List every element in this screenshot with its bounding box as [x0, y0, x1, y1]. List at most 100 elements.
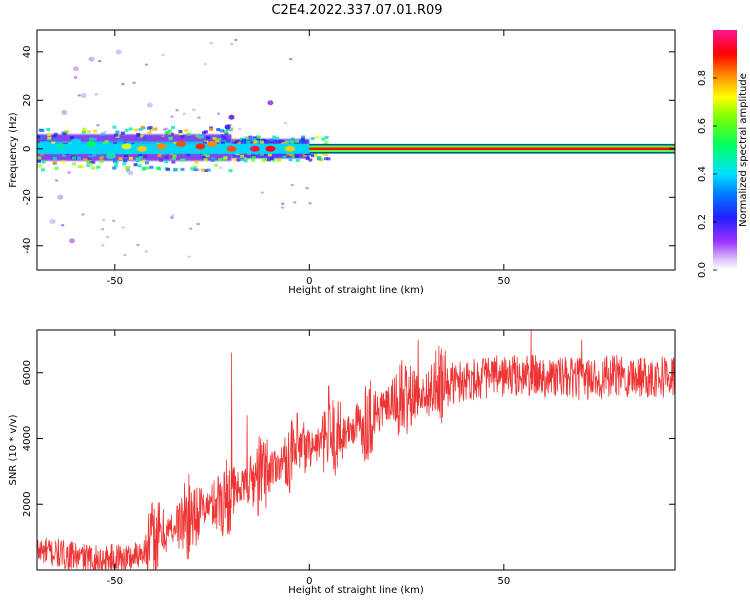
spectrogram-cell [175, 109, 179, 112]
spectrogram-cell [157, 154, 162, 158]
spectrogram-cell [315, 135, 320, 139]
spectrogram-cell [240, 139, 245, 143]
spectrogram-cell [308, 158, 313, 162]
spectrogram-cell [64, 131, 69, 135]
x-tick-label: -50 [107, 276, 123, 287]
x-tick-label: 0 [306, 576, 312, 587]
spectrogram-cell [229, 127, 234, 131]
spectrogram-cell [203, 158, 208, 162]
spectrogram-cell [67, 171, 71, 174]
colorbar-tick-label: 0.6 [697, 118, 708, 134]
spectrogram-cell [159, 158, 164, 162]
spectrogram-cell [216, 128, 221, 132]
spectrogram-cell [301, 141, 306, 145]
spectrogram-blob [69, 238, 76, 244]
spectrogram-cell [124, 128, 129, 132]
spectrogram-cell [135, 157, 140, 161]
spectrogram-cell [317, 155, 322, 159]
spectrogram-cell [215, 139, 220, 143]
spectrogram-cell [164, 131, 169, 135]
spectrogram-cell [310, 136, 315, 140]
spectrogram-cell [121, 226, 125, 229]
spectrogram-blob [207, 140, 218, 147]
spectrogram-cell [310, 152, 315, 156]
spectrogram-cell [223, 156, 228, 160]
spectrogram-cell [266, 158, 271, 162]
spectrogram-cell [37, 156, 42, 160]
spectrogram-y-ticks: -40 -20 0 20 40 [22, 45, 675, 254]
spectrogram-blob [86, 140, 97, 147]
spectrogram-cell [63, 141, 67, 144]
spectrogram-cell [234, 140, 239, 144]
spectrogram-cell [252, 142, 257, 146]
spectrogram-cell [132, 81, 136, 84]
spectrogram-cell [253, 140, 258, 144]
spectrogram-cell [102, 219, 106, 222]
spectrogram-cell [221, 141, 226, 145]
snr-y-label: SNR (10 * v/v) [8, 414, 19, 485]
spectrogram-cell [54, 166, 59, 170]
spectrogram-cell [161, 53, 165, 56]
colorbar-gradient [713, 30, 737, 270]
y-tick-label: -40 [22, 238, 33, 254]
spectrogram-cell [129, 156, 134, 160]
spectrogram-cell [123, 141, 128, 145]
spectrogram-cell [145, 166, 150, 170]
spectrogram-cell [61, 224, 65, 227]
spectrogram-cell [115, 130, 120, 134]
spectrogram-cell [170, 216, 174, 219]
spectrogram-cell [290, 141, 295, 145]
spectrogram-cell [209, 126, 214, 130]
spectrogram-cell [310, 154, 315, 158]
spectrogram-blob [195, 143, 206, 150]
spectrogram-cell [234, 38, 238, 41]
spectrogram-cell [246, 141, 251, 145]
spectrogram-cell [229, 129, 233, 132]
spectrogram-frame [36, 29, 676, 271]
spectrogram-cell [92, 137, 97, 141]
spectrogram-blob [249, 145, 260, 152]
spectrogram-cell [120, 131, 125, 135]
spectrogram-cell [224, 132, 229, 136]
spectrogram-blob [127, 170, 134, 176]
spectrogram-cell [128, 127, 133, 131]
spectrogram-cell [47, 132, 52, 136]
spectrogram-cell [138, 154, 143, 158]
spectrogram-cell [272, 135, 277, 139]
spectrogram-cell [179, 158, 184, 162]
spectrogram-cell [100, 132, 105, 136]
spectrogram-cell [295, 158, 300, 162]
spectrogram-cell [118, 157, 123, 161]
spectrogram-cell [300, 137, 305, 141]
spectrogram-cell [240, 154, 245, 158]
spectrogram-cell [96, 124, 100, 127]
spectrogram-cell [230, 43, 234, 46]
spectrogram-cell [288, 158, 293, 162]
spectrogram-cell [224, 130, 229, 134]
spectrogram-cell [192, 108, 196, 111]
spectrogram-cell [220, 157, 225, 161]
spectrogram-cell [164, 160, 169, 164]
spectrogram-cell [144, 250, 148, 253]
spectrogram-cell [138, 156, 143, 160]
spectrogram-cell [37, 140, 41, 144]
spectrogram-cell [87, 157, 92, 161]
spectrogram-cell [104, 140, 109, 144]
spectrogram-blob [137, 145, 148, 152]
x-tick-label: 50 [497, 276, 510, 287]
spectrogram-cell [103, 130, 107, 133]
x-tick-label: 0 [306, 276, 312, 287]
spectrogram-cell [182, 112, 186, 115]
spectrogram-cell [259, 152, 264, 156]
colorbar-tick-label: 0.8 [697, 70, 708, 86]
spectrogram-cell [123, 153, 128, 157]
spectrogram-cell [214, 163, 219, 167]
spectrogram-blob [226, 145, 237, 152]
spectrogram-cell [157, 167, 162, 171]
spectrogram-cell [217, 138, 222, 142]
spectrogram-cell [136, 243, 140, 246]
spectrogram-cell [324, 140, 329, 144]
spectrogram-cell [196, 168, 200, 171]
spectrogram-cell [41, 160, 46, 164]
